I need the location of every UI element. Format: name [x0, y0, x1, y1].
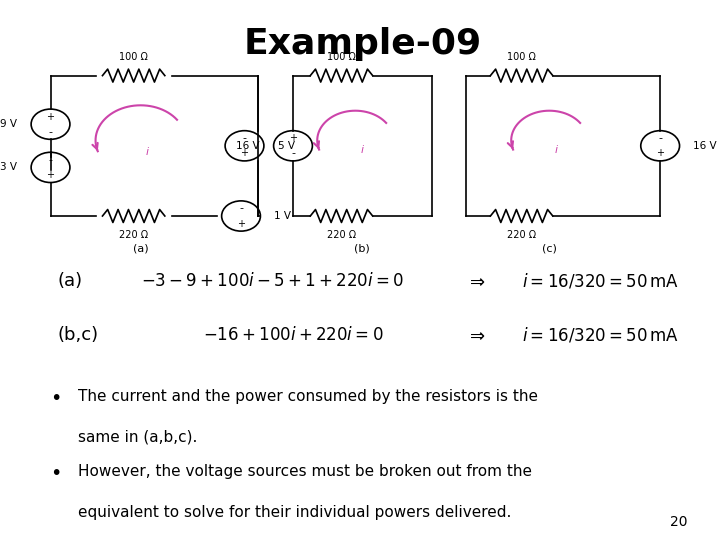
Text: +: +: [656, 148, 664, 158]
Text: +: +: [237, 219, 245, 228]
Text: (a): (a): [58, 272, 83, 290]
Text: $i$: $i$: [554, 143, 559, 156]
Text: 100 Ω: 100 Ω: [507, 52, 536, 62]
Text: 16 V: 16 V: [693, 141, 717, 151]
Text: +: +: [47, 112, 55, 122]
Text: same in (a,b,c).: same in (a,b,c).: [78, 429, 197, 444]
Text: $i$: $i$: [360, 143, 365, 156]
Text: 5 V: 5 V: [278, 141, 294, 151]
Text: 220 Ω: 220 Ω: [119, 230, 148, 240]
Text: (c): (c): [542, 243, 557, 253]
Text: 9 V: 9 V: [0, 119, 17, 129]
Text: 100 Ω: 100 Ω: [120, 52, 148, 62]
Text: The current and the power consumed by the resistors is the: The current and the power consumed by th…: [78, 389, 539, 404]
Text: -: -: [291, 148, 295, 158]
Text: +: +: [289, 133, 297, 143]
Text: $i=16/320=50\,\mathrm{mA}$: $i=16/320=50\,\mathrm{mA}$: [521, 325, 679, 345]
Text: $\Rightarrow$: $\Rightarrow$: [466, 272, 486, 290]
Text: -: -: [48, 127, 53, 137]
Text: 100 Ω: 100 Ω: [327, 52, 356, 62]
Text: 16 V: 16 V: [236, 141, 260, 151]
Text: +: +: [47, 170, 55, 180]
Text: 3 V: 3 V: [0, 163, 17, 172]
Text: However, the voltage sources must be broken out from the: However, the voltage sources must be bro…: [78, 464, 532, 480]
Text: $i$: $i$: [145, 145, 150, 157]
Text: (b,c): (b,c): [58, 326, 99, 344]
Text: 220 Ω: 220 Ω: [507, 230, 536, 240]
Text: $\Rightarrow$: $\Rightarrow$: [466, 326, 486, 344]
Text: +: +: [240, 148, 248, 158]
Text: $-3-9+100i-5+1+220i=0$: $-3-9+100i-5+1+220i=0$: [140, 272, 403, 290]
Text: •: •: [50, 464, 62, 483]
Text: -: -: [48, 155, 53, 165]
Text: Example-09: Example-09: [243, 27, 482, 61]
Text: equivalent to solve for their individual powers delivered.: equivalent to solve for their individual…: [78, 505, 512, 520]
Text: (a): (a): [132, 243, 148, 253]
Text: 20: 20: [670, 515, 688, 529]
Text: 220 Ω: 220 Ω: [327, 230, 356, 240]
Text: -: -: [658, 133, 662, 143]
Text: $i=16/320=50\,\mathrm{mA}$: $i=16/320=50\,\mathrm{mA}$: [521, 271, 679, 291]
Text: $-16+100i+220i=0$: $-16+100i+220i=0$: [203, 326, 383, 344]
Text: 1 V: 1 V: [274, 211, 292, 221]
Text: -: -: [239, 204, 243, 213]
Text: -: -: [243, 133, 246, 143]
Text: (b): (b): [354, 243, 370, 253]
Text: •: •: [50, 389, 62, 408]
